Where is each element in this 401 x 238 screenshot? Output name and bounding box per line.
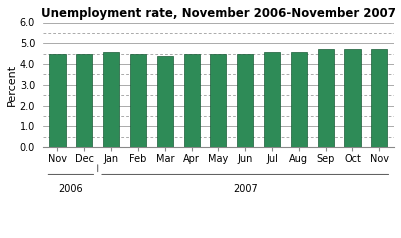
Bar [371,50,387,147]
Bar [344,50,360,147]
Bar [211,54,227,147]
Bar [264,52,280,147]
Bar [157,56,173,147]
Bar [130,54,146,147]
Y-axis label: Percent: Percent [7,64,17,106]
Title: Unemployment rate, November 2006-November 2007: Unemployment rate, November 2006-Novembe… [41,7,396,20]
Bar [237,54,253,147]
Bar [184,54,200,147]
Bar [318,50,334,147]
Bar [291,52,307,147]
Bar [49,54,65,147]
Bar [103,52,119,147]
Text: 2007: 2007 [233,184,257,194]
Text: 2006: 2006 [59,184,83,194]
Bar [76,54,92,147]
